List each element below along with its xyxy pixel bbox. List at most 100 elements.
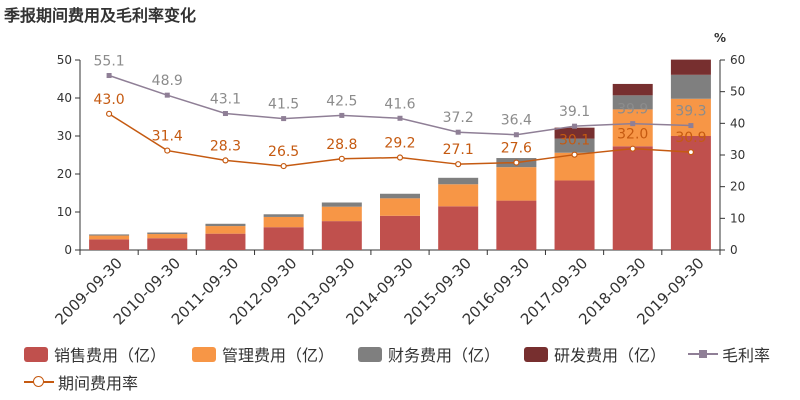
data-label: 41.5	[268, 97, 299, 113]
bar-segment	[612, 83, 653, 96]
data-label: 42.5	[326, 93, 357, 109]
right-axis-tick-label: 0	[730, 243, 738, 257]
data-label: 26.5	[268, 144, 299, 160]
data-label: 31.4	[152, 129, 183, 145]
bar-segment	[380, 198, 420, 216]
bar-segment	[321, 206, 362, 222]
line-point	[630, 121, 636, 127]
line-point	[397, 115, 403, 121]
line-point	[513, 159, 520, 166]
data-label: 43.0	[94, 92, 125, 108]
line-point	[688, 123, 694, 129]
data-label: 28.3	[210, 138, 241, 154]
left-axis-tick-label: 30	[57, 129, 72, 143]
right-axis-tick-label: 40	[730, 116, 745, 130]
right-axis-tick-label: 10	[730, 211, 745, 225]
line-point	[455, 129, 461, 135]
bar-segment	[89, 239, 130, 250]
data-label: 28.8	[326, 137, 357, 153]
bar-segment	[205, 233, 246, 250]
legend-item-sales[interactable]: 销售费用（亿）	[24, 342, 166, 366]
legend-marker-gross-margin	[688, 346, 718, 362]
bar-segment	[321, 221, 362, 250]
line-point	[687, 149, 695, 156]
bar-segment	[670, 74, 711, 99]
legend-label-sales: 销售费用（亿）	[54, 346, 167, 365]
left-axis-tick-label: 10	[57, 205, 72, 219]
bar-segment	[554, 180, 595, 250]
line-point	[105, 110, 113, 117]
bar-segment	[438, 177, 479, 185]
bar-segment	[380, 193, 420, 199]
left-axis-tick-label: 40	[57, 91, 72, 105]
legend-swatch-admin	[192, 346, 216, 362]
data-label: 48.9	[152, 73, 183, 89]
legend-label-admin: 管理费用（亿）	[222, 346, 335, 365]
data-label: 41.6	[384, 96, 415, 112]
legend-item-gross-margin[interactable]: 毛利率	[688, 342, 770, 366]
bar-segment	[205, 223, 246, 227]
right-axis-tick-label: 60	[730, 53, 745, 67]
legend-item-expense-ratio[interactable]: 期间费用率	[24, 370, 138, 394]
bar-segment	[612, 146, 653, 250]
legend-label-rd: 研发费用（亿）	[554, 346, 667, 365]
bar-segment	[670, 59, 711, 75]
data-label: 39.1	[559, 104, 590, 120]
left-axis-tick-label: 50	[57, 53, 72, 67]
bar-segment	[263, 216, 304, 228]
data-label: 27.6	[501, 141, 532, 157]
right-axis-tick-label: 20	[730, 180, 745, 194]
bar-segment	[89, 235, 130, 240]
line-point	[571, 151, 578, 158]
right-axis-tick-label: 30	[730, 148, 745, 162]
bar-segment	[263, 214, 304, 217]
data-label: 32.0	[617, 127, 648, 143]
line-point	[455, 161, 462, 168]
bar-segment	[321, 202, 362, 207]
legend-item-finance[interactable]: 财务费用（亿）	[358, 342, 500, 366]
line-point	[164, 92, 170, 98]
legend-label-gross-margin: 毛利率	[722, 346, 771, 365]
line-point	[338, 155, 345, 162]
left-axis-tick-label: 0	[64, 243, 72, 257]
legend-swatch-finance	[358, 346, 382, 362]
left-axis-tick-label: 20	[57, 167, 72, 181]
data-label: 39.9	[617, 102, 648, 118]
line-point	[572, 123, 578, 129]
right-axis-tick-label: 50	[730, 85, 745, 99]
legend-swatch-sales	[24, 346, 48, 362]
right-axis-unit-label: %	[714, 31, 726, 45]
line-point	[222, 111, 228, 117]
data-label: 36.4	[501, 113, 532, 129]
bar-segment	[380, 215, 420, 250]
legend-swatch-rd	[524, 346, 548, 362]
bar-segment	[496, 200, 537, 250]
legend-label-finance: 财务费用（亿）	[388, 346, 501, 365]
bar-segment	[205, 226, 246, 234]
line-point	[339, 112, 345, 118]
legend-item-rd[interactable]: 研发费用（亿）	[524, 342, 666, 366]
bar-segment	[612, 109, 653, 147]
data-label: 39.3	[675, 104, 706, 120]
bar-segment	[554, 127, 595, 139]
bar-segment	[263, 227, 304, 250]
data-label: 29.2	[384, 136, 415, 152]
bar-segment	[554, 138, 595, 153]
bar-segment	[438, 206, 479, 250]
line-point	[396, 154, 404, 161]
bar-segment	[670, 98, 711, 136]
line-point	[629, 145, 636, 152]
line-point	[513, 132, 519, 138]
line-point	[164, 147, 171, 154]
data-label: 55.1	[94, 54, 125, 70]
data-label: 30.9	[675, 130, 706, 146]
line-point	[106, 73, 112, 79]
line-point	[280, 162, 287, 170]
data-label: 37.2	[443, 110, 474, 126]
bar-segment	[612, 95, 653, 110]
bar-segment	[438, 184, 479, 207]
bar-segment	[147, 232, 188, 235]
bar-segment	[496, 167, 537, 201]
legend-item-admin[interactable]: 管理费用（亿）	[192, 342, 334, 366]
